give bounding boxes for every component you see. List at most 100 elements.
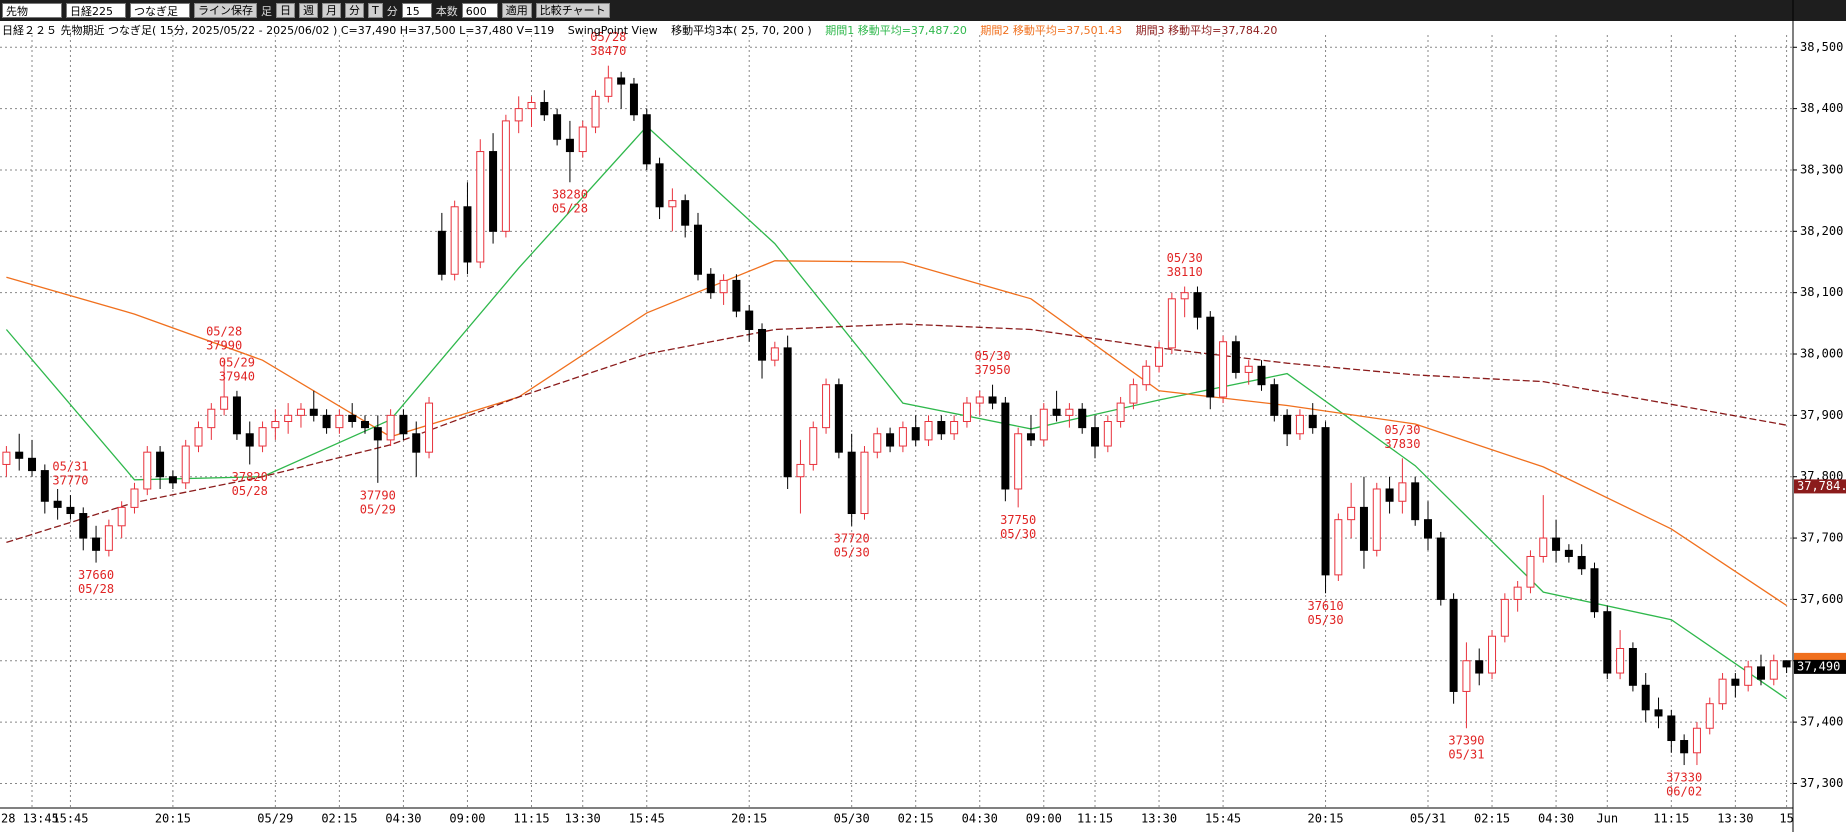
candle-body [348, 414, 357, 423]
y-tick-label: 38,200 [1800, 224, 1843, 238]
candle-body [553, 114, 562, 140]
swing-date: 05/30 [974, 349, 1010, 363]
candle-body [1564, 549, 1573, 557]
swing-date: 05/29 [219, 355, 255, 369]
swing-price: 37820 [232, 470, 268, 484]
candle-body [1500, 598, 1509, 637]
candle-body [386, 414, 395, 441]
view-label: SwingPoint View [567, 24, 658, 37]
candle-body [1270, 384, 1279, 416]
count-input[interactable]: 600 [461, 3, 498, 18]
candle-body [53, 500, 62, 508]
candle-body [1552, 537, 1561, 551]
period-button[interactable]: 週 [299, 3, 318, 18]
candle-body [591, 95, 600, 128]
x-tick-label: 11:15 [1653, 812, 1689, 826]
period-button[interactable]: 月 [322, 3, 341, 18]
candle-body [642, 114, 651, 165]
x-tick-label: 20:15 [1307, 812, 1343, 826]
candle-body [220, 396, 229, 410]
candle-body [988, 396, 997, 404]
period-button[interactable]: 分 [345, 3, 364, 18]
swing-date: 05/29 [360, 502, 396, 516]
candle-body [847, 451, 856, 515]
candle-body [1680, 740, 1689, 754]
y-tick-label: 38,500 [1800, 40, 1843, 54]
save-button[interactable]: ライン保存 [194, 3, 257, 18]
candle-body [130, 488, 139, 508]
candle-body [527, 101, 536, 110]
candle-body [181, 445, 190, 484]
candle-body [104, 525, 113, 551]
interval-input[interactable]: 15 [401, 3, 432, 18]
candle-body [1616, 647, 1625, 674]
candle-body [834, 384, 843, 453]
candle-body [655, 163, 664, 208]
candle-body [399, 414, 408, 435]
swing-price: 37610 [1307, 599, 1343, 613]
candle-body [463, 206, 472, 263]
candle-body [1411, 482, 1420, 521]
candle-body [1769, 660, 1778, 680]
candle-body [1692, 727, 1701, 754]
candle-body [1654, 709, 1663, 717]
period-button[interactable]: T [368, 3, 383, 18]
candle-body [1052, 408, 1061, 416]
candle-body [1756, 666, 1765, 680]
candle-body [1193, 292, 1202, 318]
candle-body [1782, 660, 1791, 668]
candle-body [1462, 660, 1471, 692]
candle-body [1219, 341, 1228, 398]
swing-price: 37950 [974, 363, 1010, 377]
candle-body [322, 414, 331, 429]
candle-body [412, 433, 421, 453]
candle-body [719, 279, 728, 294]
candle-body [1039, 408, 1048, 441]
header: 日経２２５ 先物期近 つなぎ足( 15分, 2025/05/22 - 2025/… [2, 22, 1287, 38]
ashi-label: 足 [261, 4, 272, 18]
swing-date: 05/28 [232, 484, 268, 498]
chart-title: 日経２２５ 先物期近 つなぎ足( 15分, 2025/05/22 - 2025/… [2, 24, 555, 37]
candle-body [168, 476, 177, 484]
swing-date: 05/28 [590, 30, 626, 44]
candle-body [501, 120, 510, 232]
candle-body [1155, 347, 1164, 367]
candle-body [1103, 421, 1112, 447]
candle-body [783, 347, 792, 478]
candle-body [258, 427, 267, 447]
candle-body [1590, 568, 1599, 613]
candle-body [1513, 586, 1522, 600]
candle-body [1603, 611, 1612, 674]
candle-body [1078, 408, 1087, 429]
kind-select[interactable]: つなぎ足 [130, 3, 190, 18]
candle-body [361, 421, 370, 429]
candle-body [1244, 365, 1253, 373]
swing-price: 37940 [219, 369, 255, 383]
candle-body [1628, 647, 1637, 686]
compare-button[interactable]: 比較チャート [535, 3, 610, 18]
candle-body [1129, 384, 1138, 404]
swing-date: 05/30 [1000, 527, 1036, 541]
x-tick-label: 02:15 [321, 812, 357, 826]
moving-average-line [5, 125, 1787, 700]
x-tick-label: 11:15 [513, 812, 549, 826]
candle-body [1641, 684, 1650, 711]
swing-date: 06/02 [1666, 785, 1702, 799]
candle-body [232, 396, 241, 435]
candle-body [425, 402, 434, 453]
candle-body [950, 421, 959, 435]
apply-button[interactable]: 適用 [501, 3, 532, 18]
market-select[interactable]: 先物 [2, 3, 62, 18]
period-button[interactable]: 日 [276, 3, 295, 18]
candle-body [617, 77, 626, 85]
candle-body [194, 427, 203, 447]
swing-price: 38470 [590, 44, 626, 58]
candle-body [1372, 488, 1381, 551]
candle-body [1475, 660, 1484, 674]
symbol-select[interactable]: 日経225 [66, 3, 126, 18]
legend-entry: 期間1 移動平均=37,487.20 [825, 24, 967, 37]
swing-price: 37750 [1000, 513, 1036, 527]
candle-body [1116, 402, 1125, 423]
candle-body [681, 200, 690, 226]
swing-price: 38110 [1167, 265, 1203, 279]
